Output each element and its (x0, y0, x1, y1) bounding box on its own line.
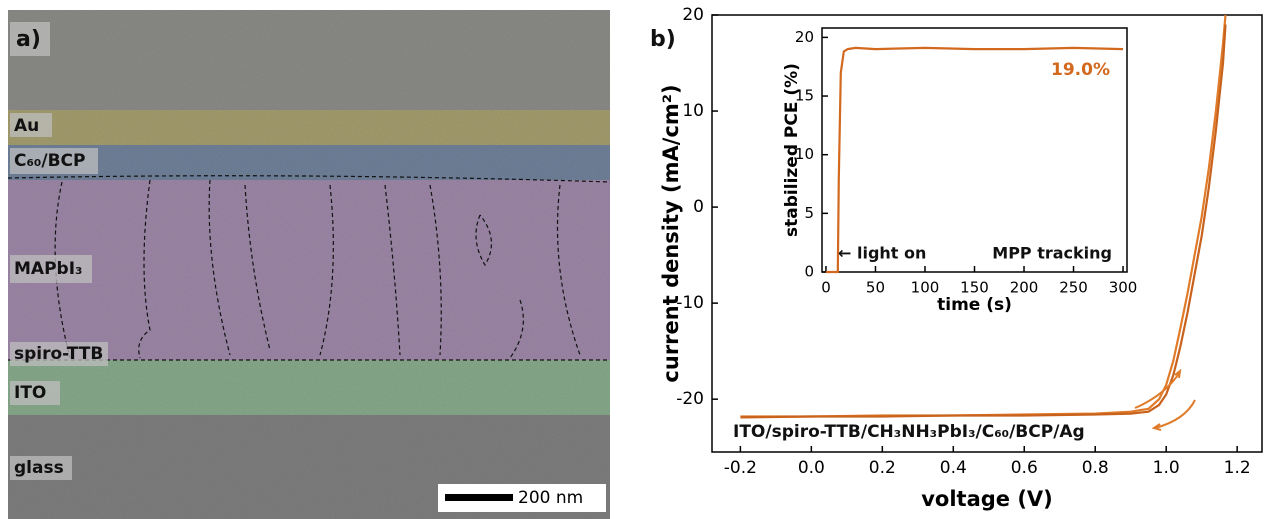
x-tick-label: 50 (866, 279, 885, 297)
x-tick-label: 0.6 (1011, 458, 1038, 478)
y-tick-label: -20 (676, 389, 704, 409)
y-tick-label: 0 (804, 263, 814, 281)
x-tick-label: 0.8 (1082, 458, 1109, 478)
x-tick-label: 250 (1059, 279, 1088, 297)
x-tick-label: 0.4 (940, 458, 967, 478)
x-tick-label: 1.2 (1224, 458, 1251, 478)
y-tick-label: 20 (682, 5, 704, 25)
y-tick-label: 5 (804, 204, 814, 222)
x-tick-label: 300 (1109, 279, 1138, 297)
layer-label: glass (14, 458, 64, 478)
layer-label: spiro-TTB (14, 344, 103, 364)
x-tick-label: 100 (911, 279, 940, 297)
scale-bar-label: 200 nm (518, 488, 583, 508)
x-tick-label: -0.2 (724, 458, 757, 478)
annotation: ← light on (838, 244, 926, 263)
annotation: ITO/spiro-TTB/CH₃NH₃PbI₃/C₆₀/BCP/Ag (733, 422, 1085, 442)
figure: a) Au C₆₀/BCP MAPbI₃ spiro-TTB ITO glass… (0, 0, 1285, 519)
scale-bar (445, 494, 513, 501)
x-axis-label: voltage (V) (921, 487, 1053, 511)
x-tick-label: 200 (1010, 279, 1039, 297)
x-axis-label: time (s) (937, 295, 1012, 315)
y-axis-label: stabilized PCE (%) (782, 63, 802, 237)
y-tick-label: 0 (693, 197, 704, 217)
scan-arrows (1135, 371, 1195, 430)
layer-label: MAPbI₃ (14, 259, 82, 279)
y-tick-label: 10 (682, 101, 704, 121)
layer-label: Au (14, 116, 39, 136)
layer-label: ITO (14, 383, 46, 403)
y-tick-label: 20 (795, 28, 814, 46)
y-axis-label: current density (mA/cm²) (659, 84, 683, 382)
panel-label: b) (650, 27, 676, 52)
x-tick-label: 150 (960, 279, 989, 297)
sem-image (8, 10, 610, 519)
panel-label: a) (16, 27, 41, 52)
layer-label: C₆₀/BCP (14, 151, 85, 171)
x-tick-label: 0.2 (869, 458, 896, 478)
x-tick-label: 1.0 (1153, 458, 1180, 478)
x-tick-label: 0 (821, 279, 831, 297)
x-tick-label: 0.0 (798, 458, 825, 478)
annotation: 19.0% (1051, 60, 1110, 80)
page: a) Au C₆₀/BCP MAPbI₃ spiro-TTB ITO glass… (0, 0, 1285, 519)
annotation: MPP tracking (992, 244, 1112, 263)
